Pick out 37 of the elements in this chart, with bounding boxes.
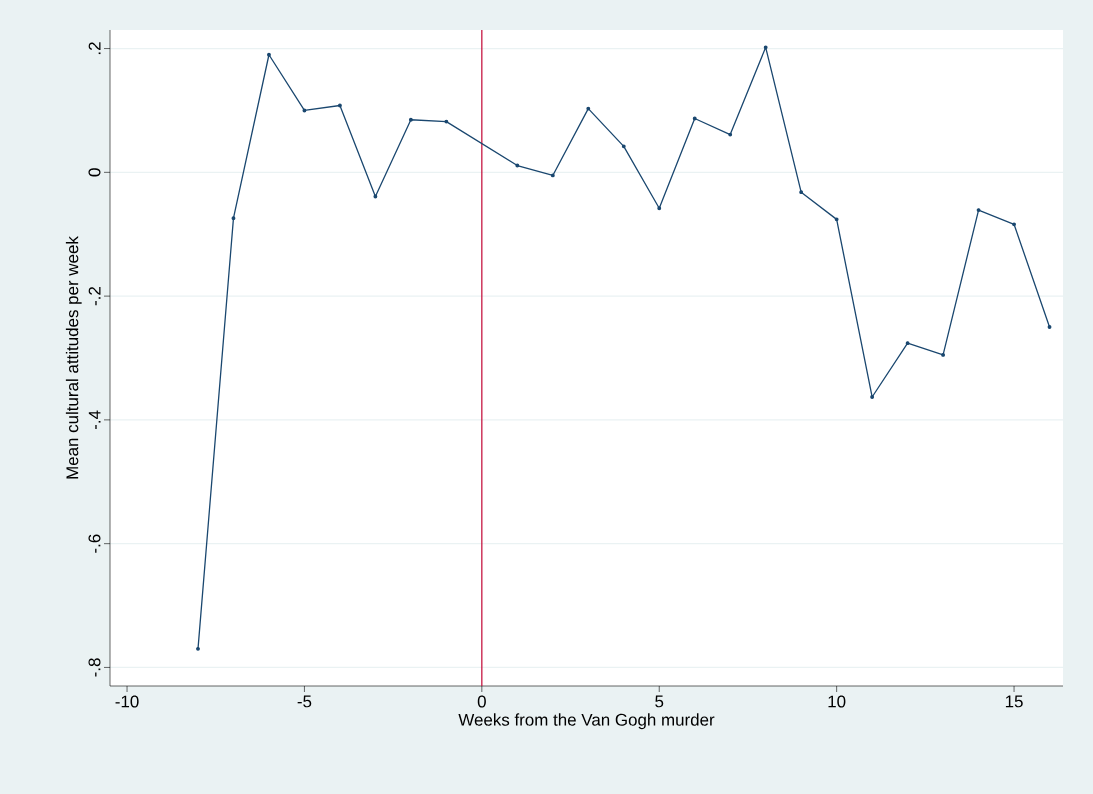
point: [267, 52, 271, 57]
point: [1047, 325, 1052, 329]
point: [941, 352, 946, 357]
x-axis-title: Weeks from the Van Gogh murder: [458, 713, 715, 730]
point: [444, 119, 449, 124]
y-tick-label: 0: [88, 168, 101, 177]
point: [905, 341, 910, 346]
point: [692, 116, 697, 121]
point: [586, 106, 591, 111]
point: [728, 132, 733, 137]
point: [834, 217, 839, 222]
x-tick-label: 15: [1005, 695, 1023, 708]
point: [621, 144, 626, 149]
point: [231, 216, 236, 221]
point: [550, 173, 555, 178]
y-tick-label: -.6: [88, 534, 101, 553]
point: [196, 646, 200, 651]
y-tick-label: -.4: [88, 410, 101, 430]
y-tick-label: -.2: [88, 287, 101, 306]
y-tick-label: .2: [88, 42, 101, 55]
point: [515, 163, 520, 168]
point: [657, 206, 662, 211]
y-tick-label: -.8: [88, 658, 101, 677]
x-tick-label: 5: [655, 695, 664, 708]
x-tick-label: 10: [828, 695, 846, 708]
point: [763, 45, 768, 50]
point: [408, 117, 413, 122]
point: [1012, 222, 1016, 227]
point: [799, 190, 804, 195]
y-axis-title: Mean cultural attitudes per week: [65, 236, 82, 479]
point: [870, 395, 875, 399]
point: [976, 208, 981, 213]
x-tick-label: 0: [477, 695, 486, 708]
x-tick-label: -10: [115, 695, 139, 708]
x-tick-label: -5: [297, 695, 312, 708]
point: [373, 194, 378, 199]
point: [337, 103, 342, 108]
